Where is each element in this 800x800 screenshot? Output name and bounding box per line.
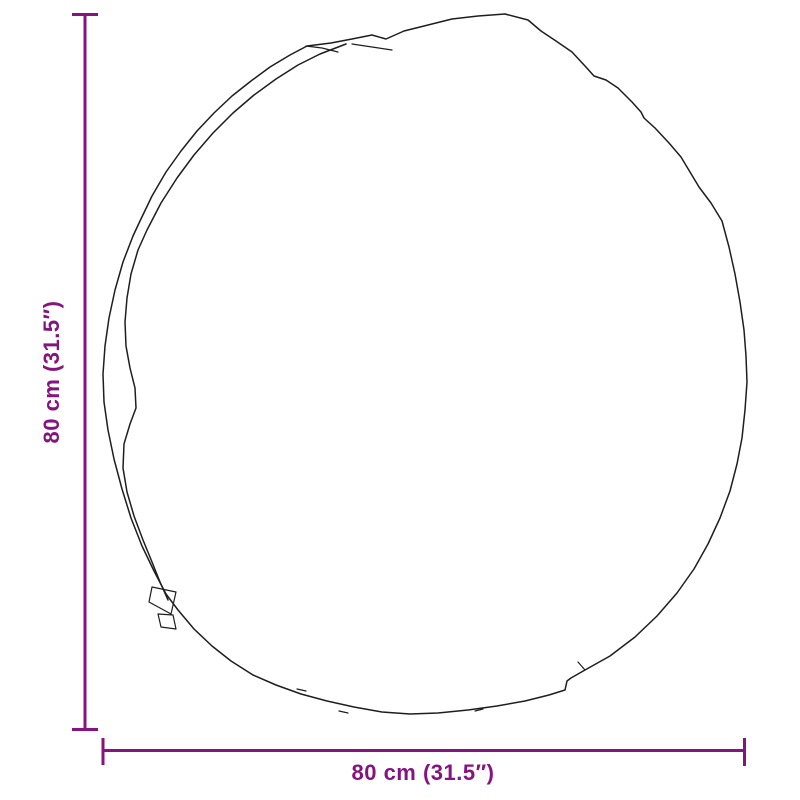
width-dimension-label: 80 cm (31.5″) [351, 760, 495, 785]
rug-outline-dash-2 [338, 710, 349, 714]
height-dimension-arrow [72, 13, 98, 731]
rug-outline-double-edge-stroke [351, 43, 393, 51]
rug-edge-notch-lower [157, 613, 177, 630]
height-dimension-label: 80 cm (31.5″) [39, 300, 64, 444]
rug-outline-dash-1 [296, 688, 307, 692]
rug-outline-main [102, 13, 748, 715]
rug-outline-second-trace [122, 43, 347, 601]
rug-outline-edge-jog [577, 661, 586, 671]
width-dimension-arrow [101, 738, 746, 766]
rug-outline-dash-3 [474, 708, 484, 712]
rug-edge-notch-upper [148, 586, 177, 615]
rug-outline [102, 13, 748, 715]
rug-outline-stray-stroke [305, 45, 339, 53]
